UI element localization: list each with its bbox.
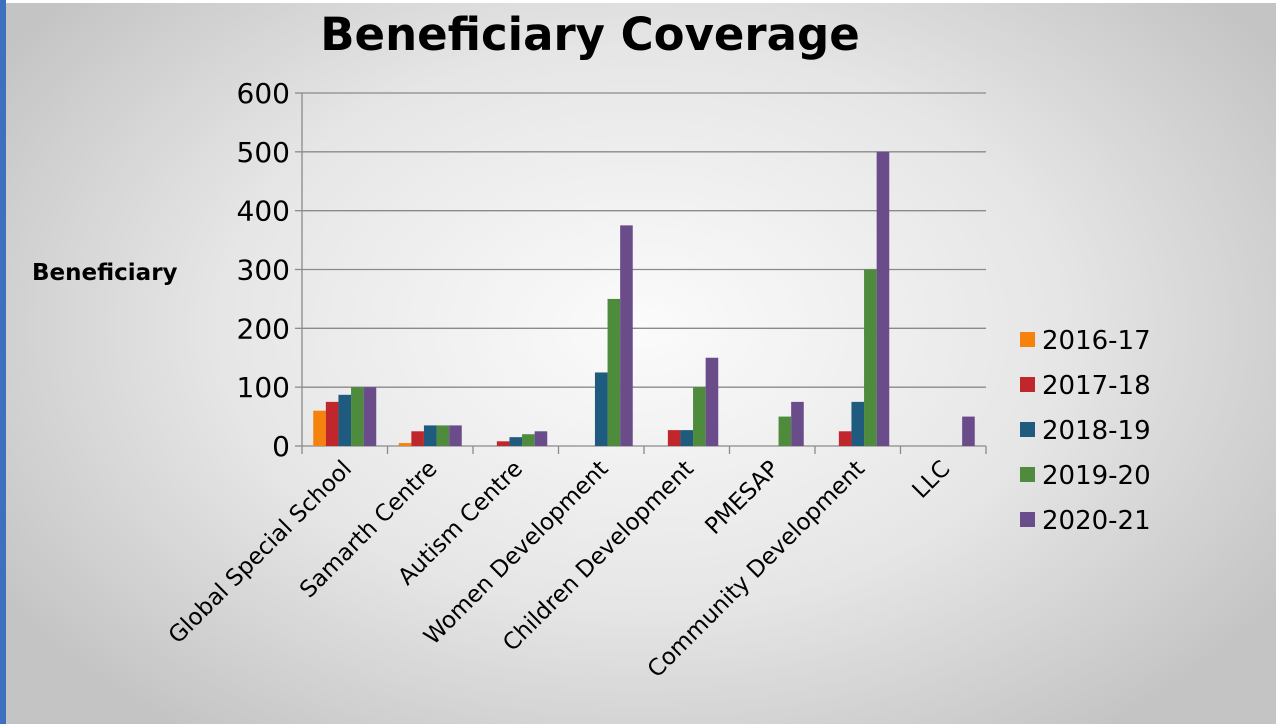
y-tick-label: 500 xyxy=(237,136,290,169)
y-tick-label: 100 xyxy=(237,371,290,404)
y-tick-labels: 0 100 200 300 400 500 600 xyxy=(237,77,290,463)
bar xyxy=(594,372,608,446)
bar xyxy=(509,437,523,446)
legend: 2016-17 2017-18 2018-19 2019-20 2020-21 xyxy=(1020,326,1151,536)
bar xyxy=(838,431,852,446)
bar xyxy=(423,425,437,446)
legend-label: 2019-20 xyxy=(1042,461,1151,491)
y-axis-label: Beneficiary xyxy=(32,260,178,286)
bar xyxy=(313,410,326,446)
x-tick-label: LLC xyxy=(908,456,956,504)
y-tick-label: 0 xyxy=(272,430,290,463)
legend-label: 2016-17 xyxy=(1042,326,1151,356)
bar xyxy=(705,357,719,446)
bar xyxy=(607,298,621,446)
x-tick-label: PMESAP xyxy=(700,456,784,540)
legend-swatch xyxy=(1020,512,1035,527)
bar xyxy=(864,269,877,446)
bar xyxy=(363,387,377,446)
bar xyxy=(778,416,792,446)
legend-swatch xyxy=(1020,377,1035,392)
y-tick-label: 200 xyxy=(237,312,290,345)
bar xyxy=(876,151,890,447)
slide-left-border xyxy=(0,0,6,724)
legend-swatch xyxy=(1020,422,1035,437)
y-tick-label: 600 xyxy=(237,77,290,110)
legend-label: 2018-19 xyxy=(1042,416,1151,446)
bar xyxy=(351,387,364,446)
legend-swatch xyxy=(1020,467,1035,482)
bars xyxy=(313,151,975,447)
legend-label: 2020-21 xyxy=(1042,506,1151,536)
bar xyxy=(522,434,535,446)
bar xyxy=(851,401,865,446)
bar xyxy=(962,416,975,446)
bar xyxy=(338,394,352,446)
bar xyxy=(693,387,706,446)
y-tick-label: 300 xyxy=(237,254,290,287)
bar xyxy=(791,401,804,446)
bar xyxy=(496,441,510,446)
bar xyxy=(436,425,450,446)
bar xyxy=(398,443,412,446)
legend-swatch xyxy=(1020,332,1035,347)
bar xyxy=(411,431,424,446)
bar xyxy=(620,225,633,446)
bar xyxy=(680,430,694,446)
bar xyxy=(667,430,681,446)
chart-title: Beneficiary Coverage xyxy=(320,8,859,61)
bar xyxy=(325,401,339,446)
bar xyxy=(449,425,462,446)
bar xyxy=(534,431,548,446)
y-tick-label: 400 xyxy=(237,195,290,228)
legend-label: 2017-18 xyxy=(1042,371,1151,401)
slide-background xyxy=(6,3,1276,724)
